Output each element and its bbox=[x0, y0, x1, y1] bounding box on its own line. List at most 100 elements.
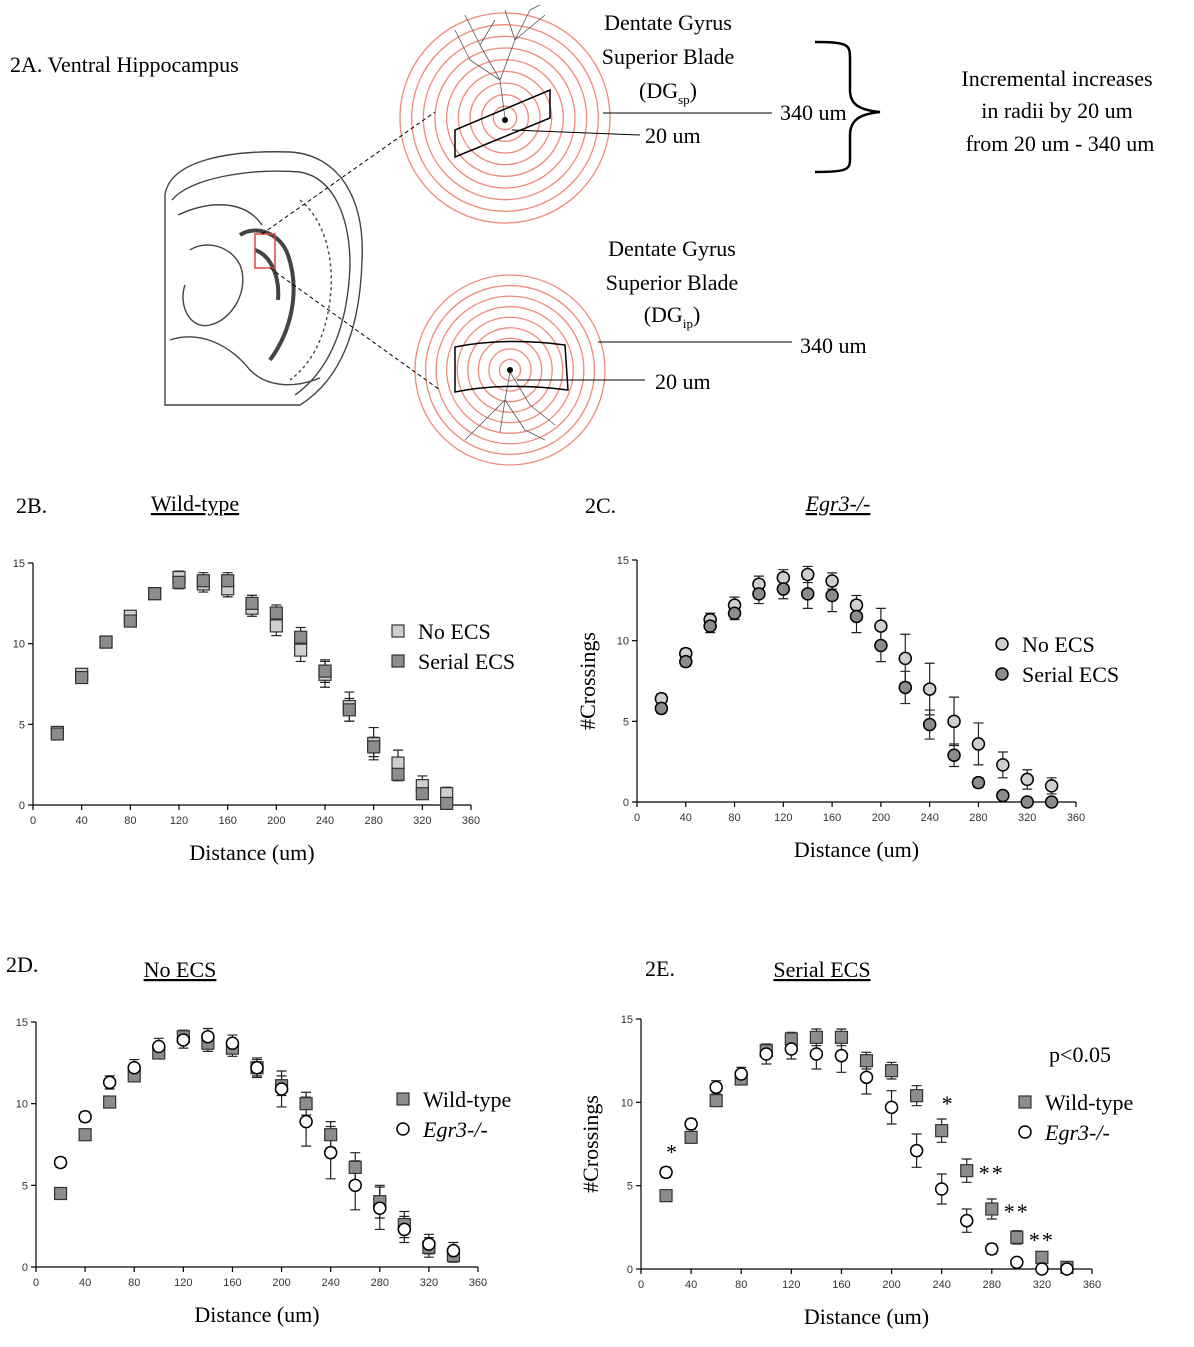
y-tick-label: 5 bbox=[22, 1180, 28, 1192]
label: Dentate Gyrus bbox=[608, 236, 736, 261]
ring bbox=[434, 47, 576, 189]
x-axis-label: Distance (um) bbox=[794, 837, 919, 862]
x-tick-label: 280 bbox=[364, 815, 382, 827]
point bbox=[659, 1189, 673, 1203]
x-axis-label: Distance (um) bbox=[804, 1304, 929, 1329]
x-tick-label: 40 bbox=[685, 1279, 697, 1291]
label: 20 um bbox=[655, 369, 711, 394]
x-tick-label: 240 bbox=[920, 812, 938, 824]
point bbox=[800, 567, 815, 582]
point bbox=[299, 1114, 313, 1129]
point bbox=[884, 1064, 899, 1078]
point bbox=[201, 1029, 215, 1044]
point bbox=[274, 1082, 289, 1096]
point bbox=[299, 1097, 313, 1111]
label-sub: sp bbox=[678, 92, 690, 107]
x-tick-label: 0 bbox=[33, 1277, 39, 1289]
ring bbox=[477, 337, 543, 403]
point bbox=[910, 1089, 924, 1103]
point bbox=[1020, 772, 1034, 787]
x-tick-label: 200 bbox=[267, 815, 285, 827]
label: Dentate Gyrus bbox=[604, 10, 732, 35]
x-tick-label: 40 bbox=[79, 1277, 91, 1289]
point bbox=[825, 574, 839, 588]
point bbox=[884, 1100, 899, 1115]
legend-label: Egr3-/- bbox=[422, 1117, 488, 1142]
label: 340 um bbox=[800, 333, 867, 358]
point bbox=[269, 619, 283, 633]
point bbox=[996, 788, 1010, 803]
significance: ** bbox=[1004, 1199, 1030, 1224]
point bbox=[172, 575, 186, 589]
x-axis-label: Distance (um) bbox=[189, 840, 314, 865]
annotation: p<0.05 bbox=[1049, 1042, 1111, 1067]
x-tick-label: 360 bbox=[1083, 1279, 1101, 1291]
chart-title: No ECS bbox=[144, 957, 217, 982]
panel-label: 2A. Ventral Hippocampus bbox=[10, 52, 239, 77]
x-tick-label: 320 bbox=[420, 1277, 438, 1289]
point bbox=[834, 1048, 849, 1063]
point bbox=[103, 1095, 117, 1109]
point bbox=[1010, 1230, 1024, 1244]
point bbox=[935, 1124, 949, 1138]
brain-sketch bbox=[164, 151, 363, 406]
legend-label: Wild-type bbox=[423, 1087, 511, 1112]
point bbox=[1010, 1255, 1024, 1270]
legend-marker bbox=[396, 1122, 410, 1136]
point bbox=[348, 1178, 362, 1193]
y-axis-label: #Crossings bbox=[575, 632, 600, 730]
point bbox=[659, 1165, 673, 1180]
point bbox=[1035, 1262, 1049, 1276]
panel-label: 2C. bbox=[585, 493, 616, 518]
leader bbox=[269, 267, 441, 391]
panel-label: 2E. bbox=[645, 956, 675, 981]
x-tick-label: 120 bbox=[774, 812, 792, 824]
x-tick-label: 360 bbox=[462, 815, 480, 827]
x-tick-label: 240 bbox=[321, 1277, 339, 1289]
point bbox=[127, 1060, 141, 1075]
rings bbox=[399, 12, 611, 466]
brace bbox=[814, 40, 881, 174]
x-tick-label: 0 bbox=[634, 812, 640, 824]
x-tick-label: 80 bbox=[735, 1279, 747, 1291]
y-tick-label: 0 bbox=[22, 1262, 28, 1274]
ring bbox=[492, 105, 518, 131]
x-tick-label: 200 bbox=[272, 1277, 290, 1289]
point bbox=[245, 596, 259, 610]
significance: ** bbox=[1029, 1227, 1055, 1252]
chart-title: Wild-type bbox=[151, 491, 239, 516]
point bbox=[78, 1128, 92, 1142]
point bbox=[1060, 1262, 1074, 1276]
legend-label: No ECS bbox=[418, 619, 491, 644]
significance: ** bbox=[979, 1161, 1005, 1186]
point bbox=[123, 614, 137, 628]
ring bbox=[414, 274, 606, 466]
point bbox=[679, 654, 693, 669]
point bbox=[776, 570, 791, 585]
legend-label: No ECS bbox=[1022, 632, 1095, 657]
legend-marker bbox=[1018, 1095, 1032, 1109]
label: Superior Blade bbox=[602, 44, 735, 69]
significance: * bbox=[942, 1091, 955, 1116]
x-tick-label: 320 bbox=[1018, 812, 1036, 824]
point bbox=[934, 1182, 949, 1196]
leader bbox=[261, 111, 436, 235]
x-tick-label: 160 bbox=[823, 812, 841, 824]
x-tick-label: 200 bbox=[882, 1279, 900, 1291]
point bbox=[947, 714, 961, 729]
panel-label: 2D. bbox=[6, 952, 38, 977]
x-tick-label: 160 bbox=[218, 815, 236, 827]
y-tick-label: 10 bbox=[621, 1097, 633, 1109]
ring bbox=[467, 327, 553, 413]
point bbox=[250, 1060, 264, 1075]
point bbox=[1035, 1250, 1049, 1264]
point bbox=[825, 588, 839, 603]
label: ) bbox=[690, 78, 697, 103]
point bbox=[898, 651, 913, 666]
x-tick-label: 320 bbox=[1033, 1279, 1051, 1291]
x-axis-label: Distance (um) bbox=[194, 1302, 319, 1327]
point bbox=[294, 643, 308, 657]
point bbox=[397, 1222, 412, 1237]
legend-marker bbox=[995, 637, 1009, 651]
ring bbox=[399, 12, 611, 224]
